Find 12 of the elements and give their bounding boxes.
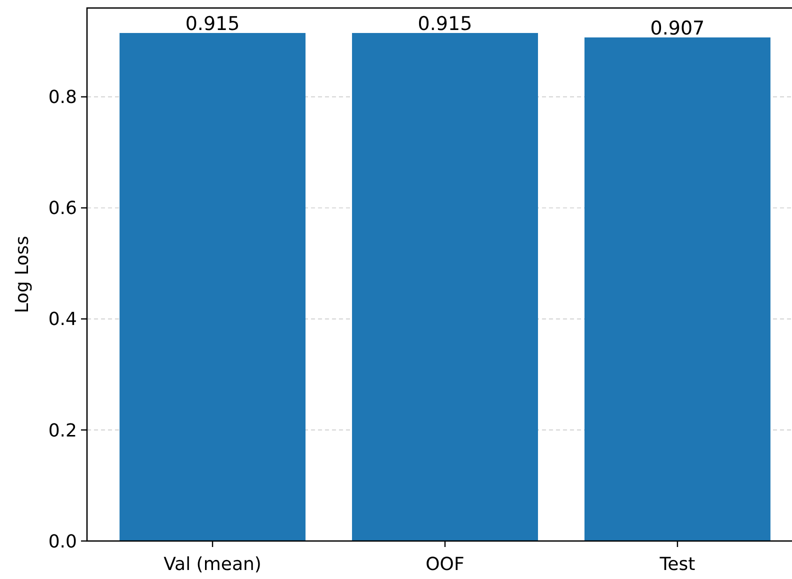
y-axis-title: Log Loss — [12, 236, 33, 314]
data-label: 0.915 — [418, 12, 472, 35]
data-label: 0.907 — [650, 17, 705, 40]
y-tick-label: 0.0 — [48, 531, 77, 552]
x-tick-label: Val (mean) — [164, 554, 262, 575]
y-tick-label: 0.4 — [48, 309, 77, 330]
data-label: 0.915 — [185, 12, 240, 35]
y-tick-label: 0.8 — [48, 87, 77, 108]
x-tick-label: Test — [658, 554, 696, 575]
y-tick-label: 0.6 — [48, 198, 77, 220]
y-tick-label: 0.2 — [48, 420, 77, 442]
x-tick-label: OOF — [426, 554, 464, 575]
